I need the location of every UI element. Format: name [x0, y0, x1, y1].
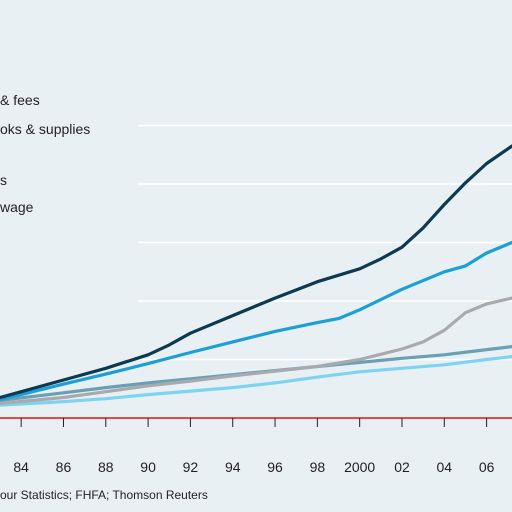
legend: & fees oks & supplies s wage	[0, 92, 90, 215]
x-tick-label: 96	[267, 459, 283, 475]
x-tick-label: 92	[183, 459, 199, 475]
legend-item-fees: & fees	[0, 92, 40, 108]
x-tick-label: 02	[394, 459, 410, 475]
x-tick-label: 84	[13, 459, 29, 475]
series-lines	[0, 144, 512, 407]
x-tick-label: 06	[479, 459, 495, 475]
source-note: our Statistics; FHFA; Thomson Reuters	[0, 488, 208, 502]
series-line-1	[0, 144, 512, 400]
x-tick-label: 90	[140, 459, 156, 475]
x-tick-label: 98	[310, 459, 326, 475]
x-tick-label: 94	[225, 459, 241, 475]
series-line-3	[0, 296, 512, 405]
x-tick-label: 88	[98, 459, 114, 475]
x-tick-label: 2000	[344, 459, 375, 475]
legend-item-wage: wage	[0, 199, 34, 215]
x-axis-ticks: 84 86 88 90 92 94 96 98 2000 02 04 06	[13, 418, 495, 475]
legend-item-books-supplies: oks & supplies	[0, 121, 90, 137]
gridlines	[138, 124, 512, 361]
x-tick-label: 04	[437, 459, 453, 475]
legend-item-s: s	[0, 172, 7, 188]
x-tick-label: 86	[56, 459, 72, 475]
series-line-5	[0, 355, 512, 407]
series-line-2	[0, 240, 512, 401]
